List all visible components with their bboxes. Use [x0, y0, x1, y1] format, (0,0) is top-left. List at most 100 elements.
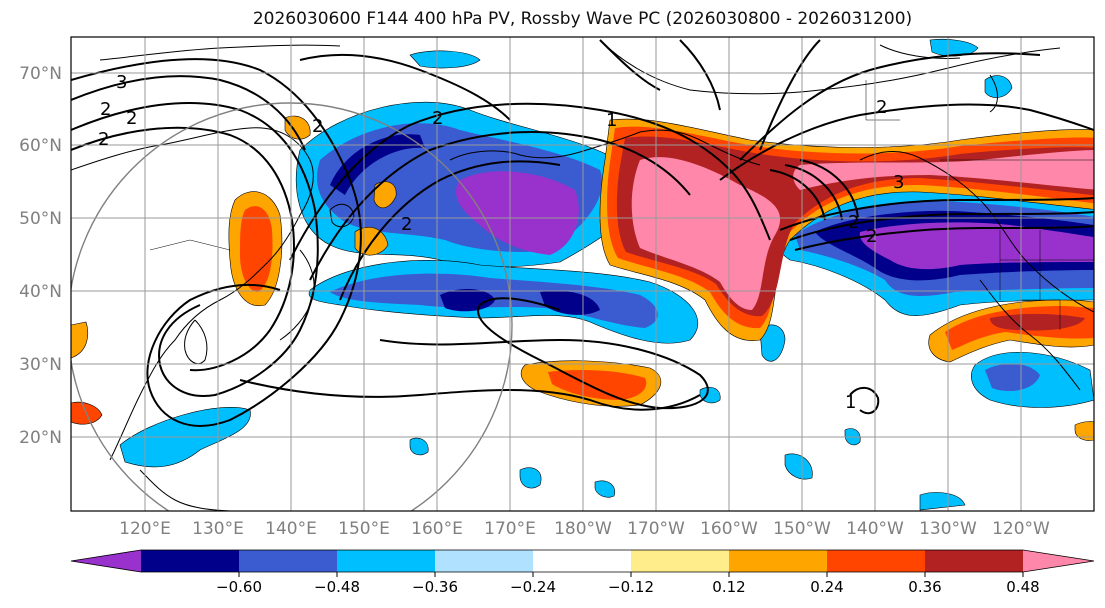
contour-label: 3: [893, 172, 904, 193]
contour-label: 3: [116, 72, 127, 93]
colorbar-segment: [239, 550, 338, 572]
neg-blob-greenland: [929, 38, 979, 57]
pv-contour-2: [71, 102, 319, 397]
colorbar-tick-label: 0.48: [1006, 578, 1039, 596]
lon-label-160e: 160°E: [411, 519, 463, 539]
neg-field-navy-central: [440, 288, 495, 312]
contour-label: 2: [312, 116, 323, 137]
contour-label: 2: [98, 129, 109, 150]
contour-label: 2: [401, 214, 412, 235]
lat-label-60n: 60°N: [19, 136, 62, 156]
pos-field-japan-ridge-red: [240, 206, 273, 292]
colorbar-segment: [141, 550, 240, 572]
neg-blob-small2: [784, 453, 813, 480]
colorbar-segment: [631, 550, 730, 572]
neg-blob-east-subtropic-core: [985, 363, 1040, 392]
lat-label-30n: 30°N: [19, 355, 62, 375]
lon-label-150e: 150°E: [338, 519, 390, 539]
lon-label-180w: 180°W: [554, 519, 612, 539]
contour-label: 2: [866, 226, 877, 247]
pv-contour-9: [239, 379, 701, 411]
pos-field-east-subtropic-brick: [990, 313, 1085, 331]
colorbar-outline: [70, 549, 1095, 573]
pv-contour-13: [779, 197, 1094, 231]
neg-blob-hawaii: [759, 324, 786, 362]
colorbar-tick-label: −0.36: [412, 578, 458, 596]
lon-label-130e: 130°E: [192, 519, 244, 539]
colorbar-extend-min: [71, 550, 141, 572]
latitude-labels: 70°N 60°N 50°N 40°N 30°N 20°N: [19, 64, 62, 448]
pos-blob-sakhalin: [373, 181, 397, 209]
lat-label-40n: 40°N: [19, 282, 62, 302]
lon-label-150w: 150°W: [773, 519, 831, 539]
negative-anomaly-fields: [119, 38, 1094, 511]
neg-blob-hudson: [984, 75, 1013, 98]
colorbar: −0.60 −0.48 −0.36 −0.24 −0.12 0.12 0.24 0.36 0.4…: [70, 549, 1105, 596]
pv-contour-8: [379, 297, 709, 410]
longitude-labels: 120°E 130°E 140°E 150°E 160°E 170°E 180°…: [119, 519, 1050, 539]
contour-labels: 3 2 2 2 2 2 2 2 2 2 1 1 3: [98, 72, 904, 413]
pv-contour-10: [719, 103, 1094, 181]
borders: [149, 80, 1094, 330]
lon-label-160w: 160°W: [700, 519, 758, 539]
neg-field-navy-arc: [330, 134, 425, 195]
neg-blob-arctic: [409, 50, 481, 69]
colorbar-segment: [435, 550, 534, 572]
colorbar-tick-label: 0.36: [908, 578, 941, 596]
colorbar-extend-max: [1023, 550, 1094, 572]
lon-label-140e: 140°E: [265, 519, 317, 539]
lat-label-50n: 50°N: [19, 209, 62, 229]
contour-label: 1: [606, 110, 617, 131]
reference-circle: [71, 102, 513, 511]
pos-field-ridge-pink: [631, 157, 781, 310]
lat-label-20n: 20°N: [19, 428, 62, 448]
colorbar-tick-label: −0.60: [216, 578, 262, 596]
lat-label-70n: 70°N: [19, 64, 62, 84]
lon-label-170e: 170°E: [484, 519, 536, 539]
pv-contours: [71, 39, 1094, 427]
pv-contour-18: [299, 53, 511, 121]
pv-contour-5: [289, 102, 771, 261]
pv-contour-4: [71, 75, 306, 151]
pv-contour-17: [849, 386, 880, 415]
pv-contour-6: [309, 130, 691, 281]
neg-blob-small3: [919, 492, 966, 511]
colorbar-segment: [729, 550, 828, 572]
neg-blob-small6: [519, 467, 542, 489]
colorbar-segment: [337, 550, 436, 572]
neg-field-east-purple: [859, 222, 1094, 270]
colorbar-segment: [533, 550, 632, 572]
map-frame: [70, 36, 1095, 512]
pv-contour-14: [789, 211, 1094, 241]
colorbar-tick-label: 0.12: [712, 578, 745, 596]
colorbar-segment: [827, 550, 926, 572]
contour-label: 2: [848, 212, 859, 233]
pv-contour-1: [71, 58, 362, 427]
pv-contour-7: [339, 160, 561, 301]
colorbar-tick-label: −0.12: [608, 578, 654, 596]
pos-blob-east-edge: [1074, 421, 1094, 441]
contour-label: 2: [126, 108, 137, 129]
lon-label-130w: 130°W: [919, 519, 977, 539]
neg-blob-small4: [699, 387, 721, 404]
contour-label: 2: [100, 99, 111, 120]
colorbar-segment: [925, 550, 1024, 572]
lon-label-140w: 140°W: [846, 519, 904, 539]
contour-label: 2: [432, 108, 443, 129]
lon-label-120e: 120°E: [119, 519, 171, 539]
graticule: [71, 37, 1094, 511]
contour-label: 1: [845, 392, 856, 413]
lon-label-120w: 120°W: [992, 519, 1050, 539]
pv-contour-16: [769, 159, 859, 221]
contour-label: 2: [876, 97, 887, 118]
neg-blob-small5: [409, 437, 429, 456]
neg-field-purple-west: [456, 171, 579, 255]
colorbar-tick-label: −0.48: [314, 578, 360, 596]
colorbar-tick-label: −0.24: [510, 578, 556, 596]
pv-contour-15: [794, 225, 1094, 251]
pv-contour-11: [739, 52, 1041, 161]
lon-label-170w: 170°W: [627, 519, 685, 539]
colorbar-tick-label: 0.24: [810, 578, 843, 596]
figure-title: 2026030600 F144 400 hPa PV, Rossby Wave …: [252, 9, 913, 29]
